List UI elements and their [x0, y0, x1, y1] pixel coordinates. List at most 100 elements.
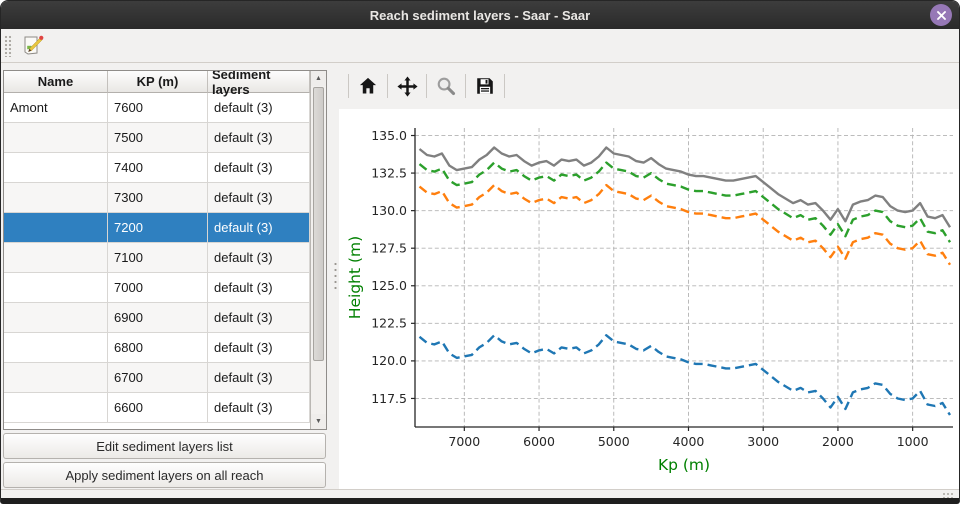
- svg-text:7000: 7000: [448, 434, 480, 449]
- edit-document-pencil-icon: [24, 35, 44, 55]
- table-row[interactable]: 6600 default (3): [4, 393, 310, 423]
- cell-name: [4, 303, 108, 333]
- titlebar: Reach sediment layers - Saar - Saar: [1, 1, 959, 29]
- toolbar-drag-handle[interactable]: [4, 34, 13, 57]
- apply-sediment-layers-button[interactable]: Apply sediment layers on all reach: [3, 462, 326, 488]
- cell-kp: 7500: [108, 123, 208, 153]
- edit-sediment-layers-list-button[interactable]: Edit sediment layers list: [3, 433, 326, 459]
- x-axis-label: Kp (m): [658, 456, 710, 474]
- green-dashed-line: [418, 161, 952, 243]
- table-row[interactable]: 7500 default (3): [4, 123, 310, 153]
- table-header: Name KP (m) Sediment layers: [4, 71, 310, 97]
- plot-canvas[interactable]: 117.5 120.0 122.5 125.0 127.5 130.0 132.5 135.0…: [339, 109, 959, 494]
- table-row[interactable]: 7100 default (3): [4, 243, 310, 273]
- table-row[interactable]: 6700 default (3): [4, 363, 310, 393]
- cell-kp: 6800: [108, 333, 208, 363]
- cell-layers: default (3): [208, 93, 310, 123]
- cell-name: [4, 123, 108, 153]
- cell-layers: default (3): [208, 393, 310, 423]
- cell-kp: 6900: [108, 303, 208, 333]
- plot-toolbar: [339, 63, 959, 109]
- cell-layers: default (3): [208, 183, 310, 213]
- svg-text:125.0: 125.0: [371, 278, 407, 293]
- svg-text:6000: 6000: [523, 434, 555, 449]
- orange-dashed-line: [418, 183, 952, 266]
- cell-name: [4, 393, 108, 423]
- table-row[interactable]: 7400 default (3): [4, 153, 310, 183]
- cell-name: [4, 333, 108, 363]
- cell-layers: default (3): [208, 123, 310, 153]
- cell-kp: 7600: [108, 93, 208, 123]
- cell-kp: 7400: [108, 153, 208, 183]
- window-title: Reach sediment layers - Saar - Saar: [369, 7, 591, 23]
- svg-text:3000: 3000: [747, 434, 779, 449]
- resize-grip[interactable]: [942, 492, 955, 498]
- plot-panel: 117.5 120.0 122.5 125.0 127.5 130.0 132.5 135.0…: [339, 63, 959, 494]
- svg-text:130.0: 130.0: [371, 203, 407, 218]
- home-icon: [359, 77, 377, 94]
- svg-text:117.5: 117.5: [371, 391, 407, 406]
- statusbar: [1, 489, 959, 498]
- table-row[interactable]: Amont 7600 default (3): [4, 93, 310, 123]
- cell-kp: 6600: [108, 393, 208, 423]
- scrollbar-thumb[interactable]: [313, 87, 324, 361]
- svg-text:132.5: 132.5: [371, 165, 407, 180]
- column-header-sediment-layers[interactable]: Sediment layers: [208, 71, 310, 97]
- gray-solid-top-line: [418, 146, 952, 228]
- content-area: Name KP (m) Sediment layers Amont 7600 def…: [1, 63, 959, 494]
- panel-splitter: [331, 63, 339, 489]
- cell-name: [4, 153, 108, 183]
- svg-text:4000: 4000: [673, 434, 705, 449]
- cell-layers: default (3): [208, 213, 310, 243]
- cell-name: [4, 213, 108, 243]
- cell-name: [4, 243, 108, 273]
- cell-kp: 7200: [108, 213, 208, 243]
- cell-kp: 7000: [108, 273, 208, 303]
- svg-text:127.5: 127.5: [371, 241, 407, 256]
- table-row[interactable]: 7300 default (3): [4, 183, 310, 213]
- zoom-magnifier-icon: [437, 77, 455, 95]
- table-row[interactable]: 6800 default (3): [4, 333, 310, 363]
- cell-name: [4, 273, 108, 303]
- column-header-name[interactable]: Name: [4, 71, 108, 93]
- close-x-icon: [936, 10, 946, 20]
- save-figure-button[interactable]: [471, 72, 499, 100]
- svg-text:1000: 1000: [897, 434, 929, 449]
- table-scrollbar: ▲ ▼: [310, 71, 326, 429]
- sediment-table: Name KP (m) Sediment layers Amont 7600 def…: [3, 70, 327, 430]
- pan-arrows-icon: [396, 75, 418, 97]
- column-header-kp[interactable]: KP (m): [108, 71, 208, 93]
- cell-layers: default (3): [208, 243, 310, 273]
- table-body: Amont 7600 default (3) 7500 default (3) 7400 d…: [4, 93, 310, 423]
- table-row[interactable]: 7000 default (3): [4, 273, 310, 303]
- close-button[interactable]: [930, 4, 952, 26]
- cell-layers: default (3): [208, 273, 310, 303]
- home-view-button[interactable]: [354, 72, 382, 100]
- cell-layers: default (3): [208, 303, 310, 333]
- cell-kp: 7100: [108, 243, 208, 273]
- cell-name: [4, 183, 108, 213]
- zoom-rect-button[interactable]: [432, 72, 460, 100]
- splitter-handle[interactable]: [333, 261, 338, 291]
- main-toolbar: [1, 29, 959, 63]
- cell-kp: 7300: [108, 183, 208, 213]
- blue-dashed-bottom-line: [418, 334, 952, 416]
- svg-text:120.0: 120.0: [371, 353, 407, 368]
- table-row[interactable]: 7200 default (3): [4, 213, 310, 243]
- cell-layers: default (3): [208, 363, 310, 393]
- cell-kp: 6700: [108, 363, 208, 393]
- svg-text:2000: 2000: [822, 434, 854, 449]
- y-axis-label: Height (m): [346, 236, 364, 319]
- svg-text:5000: 5000: [598, 434, 630, 449]
- scrollbar-track[interactable]: [311, 362, 326, 414]
- cell-name: [4, 363, 108, 393]
- table-row[interactable]: 6900 default (3): [4, 303, 310, 333]
- scrollbar-up-arrow[interactable]: ▲: [311, 71, 326, 86]
- scrollbar-down-arrow[interactable]: ▼: [311, 414, 326, 429]
- sediment-profile-chart: 117.5 120.0 122.5 125.0 127.5 130.0 132.5 135.0…: [346, 128, 953, 474]
- edit-button[interactable]: [19, 32, 47, 60]
- cell-layers: default (3): [208, 153, 310, 183]
- pan-button[interactable]: [393, 72, 421, 100]
- cell-layers: default (3): [208, 333, 310, 363]
